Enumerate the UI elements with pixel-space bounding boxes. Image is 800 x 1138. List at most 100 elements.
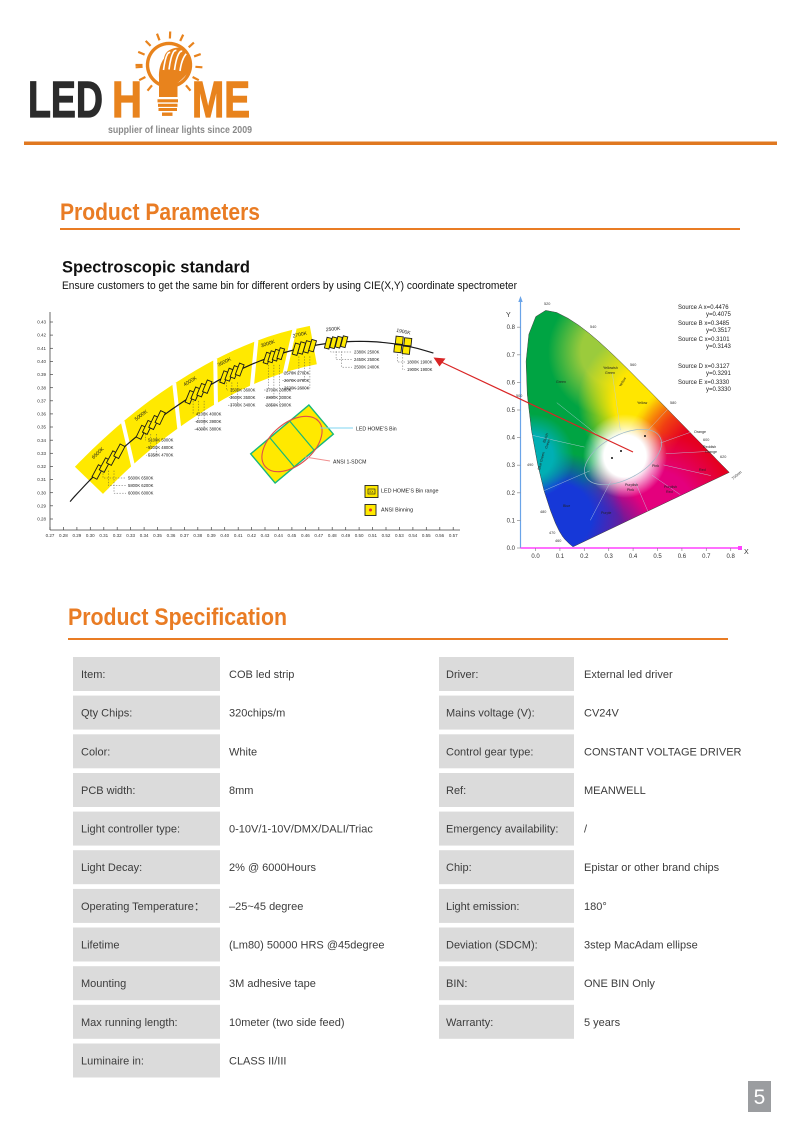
svg-text:0.30: 0.30 [86, 533, 95, 538]
svg-text:(Lm80) 50000 HRS @45degree: (Lm80) 50000 HRS @45degree [229, 940, 384, 952]
svg-text:Light Decay:: Light Decay: [81, 862, 142, 874]
svg-text:Light controller type:: Light controller type: [81, 824, 180, 836]
svg-text:XX: XX [369, 490, 374, 494]
svg-text:Light emission:: Light emission: [446, 901, 519, 913]
svg-text:0.2: 0.2 [580, 554, 589, 560]
svg-text:Orange: Orange [694, 430, 706, 434]
svg-text:Spectroscopic standard: Spectroscopic standard [62, 258, 250, 277]
svg-text:1900K 1900K: 1900K 1900K [407, 367, 433, 372]
svg-text:Control gear type:: Control gear type: [446, 746, 533, 758]
svg-text:0.56: 0.56 [435, 533, 444, 538]
svg-text:2380K 2500K: 2380K 2500K [354, 350, 380, 355]
svg-text:Yellow: Yellow [618, 376, 627, 387]
svg-text:5100K 5000K: 5100K 5000K [148, 438, 174, 443]
svg-text:0.39: 0.39 [207, 533, 216, 538]
svg-text:Mains voltage (V):: Mains voltage (V): [446, 708, 535, 720]
svg-text:0.4: 0.4 [507, 436, 516, 442]
svg-text:0.39: 0.39 [37, 372, 46, 377]
svg-text:Purplish: Purplish [664, 485, 677, 489]
svg-text:LED: LED [28, 71, 103, 128]
svg-text:X: X [744, 549, 749, 556]
svg-text:Product Parameters: Product Parameters [60, 199, 260, 226]
svg-text:700nm: 700nm [731, 470, 742, 481]
svg-text:2850K 2900K: 2850K 2900K [266, 403, 292, 408]
svg-text:0.42: 0.42 [247, 533, 256, 538]
svg-text:Source D x=0.3127: Source D x=0.3127 [678, 364, 730, 370]
svg-text:1900K: 1900K [396, 328, 412, 337]
svg-text:460: 460 [555, 539, 561, 543]
svg-text:560: 560 [630, 363, 636, 367]
svg-text:Deviation (SDCM):: Deviation (SDCM): [446, 940, 538, 952]
svg-text:0.0: 0.0 [531, 554, 540, 560]
svg-text:0.29: 0.29 [37, 503, 46, 508]
svg-text:3step MacAdam ellipse: 3step MacAdam ellipse [584, 940, 698, 952]
svg-text:Max running length:: Max running length: [81, 1017, 178, 1029]
svg-text:0.34: 0.34 [37, 438, 46, 443]
svg-text:0.53: 0.53 [395, 533, 404, 538]
svg-text:0.29: 0.29 [73, 533, 82, 538]
svg-text:Purplish: Purplish [625, 483, 638, 487]
svg-text:0.28: 0.28 [37, 517, 46, 522]
svg-text:0.30: 0.30 [37, 490, 46, 495]
svg-text:Qty Chips:: Qty Chips: [81, 708, 132, 720]
svg-text:0.0: 0.0 [507, 546, 516, 552]
svg-text:Ref:: Ref: [446, 785, 466, 797]
svg-text:0.6: 0.6 [507, 380, 516, 386]
svg-text:/: / [584, 824, 588, 836]
svg-text:0.41: 0.41 [234, 533, 243, 538]
svg-text:Luminaire in:: Luminaire in: [81, 1056, 144, 1068]
svg-text:4200K 3900K: 4200K 3900K [196, 419, 222, 424]
svg-text:4300K 3800K: 4300K 3800K [196, 427, 222, 432]
svg-text:Green: Green [544, 439, 551, 450]
svg-text:ANSI 1-SDCM: ANSI 1-SDCM [333, 460, 366, 466]
svg-text:0.35: 0.35 [153, 533, 162, 538]
svg-text:–25~45 degree: –25~45 degree [229, 901, 303, 913]
svg-text:Source A x=0.4476: Source A x=0.4476 [678, 305, 729, 311]
svg-text:0.5: 0.5 [653, 554, 662, 560]
svg-text:0.37: 0.37 [37, 398, 46, 403]
svg-text:2% @ 6000Hours: 2% @ 6000Hours [229, 862, 316, 874]
svg-text:2620K 2600K: 2620K 2600K [284, 386, 310, 391]
svg-text:supplier of linear lights sinc: supplier of linear lights since 2009 [108, 124, 252, 136]
svg-text:Bluish: Bluish [542, 433, 549, 444]
svg-text:500: 500 [516, 394, 522, 398]
svg-text:0.57: 0.57 [449, 533, 458, 538]
svg-text:Source B x=0.3485: Source B x=0.3485 [678, 321, 730, 327]
svg-text:Green: Green [556, 380, 566, 384]
svg-text:0.27: 0.27 [46, 533, 55, 538]
svg-text:0.48: 0.48 [328, 533, 337, 538]
svg-text:0.51: 0.51 [368, 533, 377, 538]
svg-text:Lifetime: Lifetime [81, 940, 120, 952]
svg-text:0.50: 0.50 [355, 533, 364, 538]
svg-text:0.55: 0.55 [422, 533, 431, 538]
svg-text:y=0.3330: y=0.3330 [706, 387, 732, 393]
svg-text:600: 600 [703, 438, 709, 442]
svg-text:MEANWELL: MEANWELL [584, 785, 646, 797]
svg-text:0.46: 0.46 [301, 533, 310, 538]
svg-text:External led driver: External led driver [584, 669, 673, 681]
svg-text:0.54: 0.54 [409, 533, 418, 538]
svg-text:2500K 2400K: 2500K 2400K [354, 365, 380, 370]
svg-text:Yellowish: Yellowish [603, 366, 618, 370]
svg-text:0.40: 0.40 [220, 533, 229, 538]
svg-text:2700K: 2700K [292, 330, 308, 339]
svg-text:Color:: Color: [81, 746, 110, 758]
svg-text:Red: Red [699, 468, 706, 472]
svg-text:5: 5 [754, 1086, 766, 1109]
svg-text:y=0.3517: y=0.3517 [706, 328, 732, 334]
svg-text:Mounting: Mounting [81, 978, 126, 990]
svg-text:0.52: 0.52 [382, 533, 391, 538]
svg-text:1800K 1900K: 1800K 1900K [407, 360, 433, 365]
svg-text:Product Specification: Product Specification [68, 604, 287, 631]
svg-text:CV24V: CV24V [584, 708, 620, 720]
svg-text:Orange: Orange [705, 450, 717, 454]
svg-text:0.32: 0.32 [113, 533, 122, 538]
svg-text:Epistar or other brand chips: Epistar or other brand chips [584, 862, 720, 874]
svg-text:0.44: 0.44 [274, 533, 283, 538]
svg-text:3600K 3500K: 3600K 3500K [230, 395, 256, 400]
svg-text:3M adhesive tape: 3M adhesive tape [229, 978, 316, 990]
svg-text:ME: ME [192, 71, 250, 128]
svg-text:Yellow: Yellow [637, 401, 648, 405]
svg-text:Blue Green: Blue Green [537, 452, 546, 471]
svg-text:Blue: Blue [563, 504, 570, 508]
